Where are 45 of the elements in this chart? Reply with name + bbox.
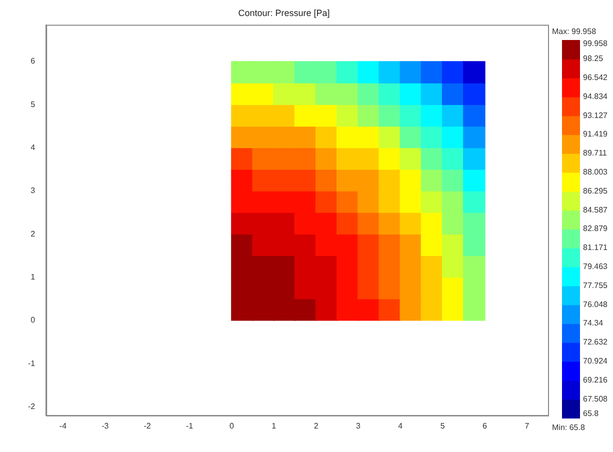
x-tick-label: 1: [272, 421, 277, 430]
color-bar-label: 79.463: [583, 262, 608, 272]
color-bar-label: 91.419: [583, 130, 608, 139]
color-bar-label: 98.25: [583, 54, 604, 64]
color-bar-label: 81.171: [583, 243, 608, 252]
x-tick-label: 0: [229, 421, 234, 430]
color-bar-label: 84.587: [583, 205, 608, 214]
x-tick-label: 2: [314, 421, 319, 430]
x-tick-label: 6: [482, 421, 488, 430]
y-tick-label: 1: [30, 272, 36, 282]
y-tick-label: -1: [28, 358, 36, 368]
color-bar-label: 86.295: [583, 186, 608, 196]
y-tick-label: 6: [30, 56, 36, 66]
x-tick-label: -2: [144, 421, 152, 430]
x-tick-label: -1: [186, 421, 194, 430]
x-tick-label: -3: [102, 421, 110, 430]
color-bar-label: 65.8: [583, 409, 600, 418]
color-bar-label: 94.834: [583, 92, 608, 101]
text: Min: 65.8: [552, 423, 586, 432]
color-bar-label: 96.542: [583, 73, 608, 82]
y-tick-label: 4: [30, 143, 36, 152]
color-bar-label: 69.216: [583, 375, 608, 384]
x-tick-label: 7: [524, 421, 530, 430]
color-bar-label: 88.003: [583, 168, 608, 176]
y-tick-label: 2: [30, 229, 36, 238]
x-tick-label: 4: [398, 421, 404, 430]
color-bar-label: 89.711: [583, 148, 608, 158]
x-tick-label: -4: [59, 421, 68, 430]
y-tick-label: 3: [30, 186, 36, 196]
color-bar-label: 93.127: [583, 110, 608, 120]
color-bar-label: 67.508: [583, 394, 608, 404]
color-bar-label: 82.879: [583, 224, 608, 234]
chart-title: Contour: Pressure [Pa]: [238, 8, 330, 18]
color-bar-label: 70.924: [583, 356, 608, 366]
color-bar-label: 72.632: [583, 338, 608, 347]
x-tick-label: 3: [356, 421, 361, 430]
color-bar-label: 77.755: [583, 280, 608, 290]
color-bar-label: 74.34: [583, 318, 604, 328]
y-tick-label: 5: [30, 100, 36, 109]
y-tick-label: -2: [28, 402, 36, 411]
y-tick-label: 0: [30, 316, 36, 325]
color-bar-label: 76.048: [583, 300, 608, 309]
color-bar-label: 99.958: [583, 39, 608, 48]
x-tick-label: 5: [440, 421, 446, 430]
text: Max: 99.958: [552, 27, 597, 36]
